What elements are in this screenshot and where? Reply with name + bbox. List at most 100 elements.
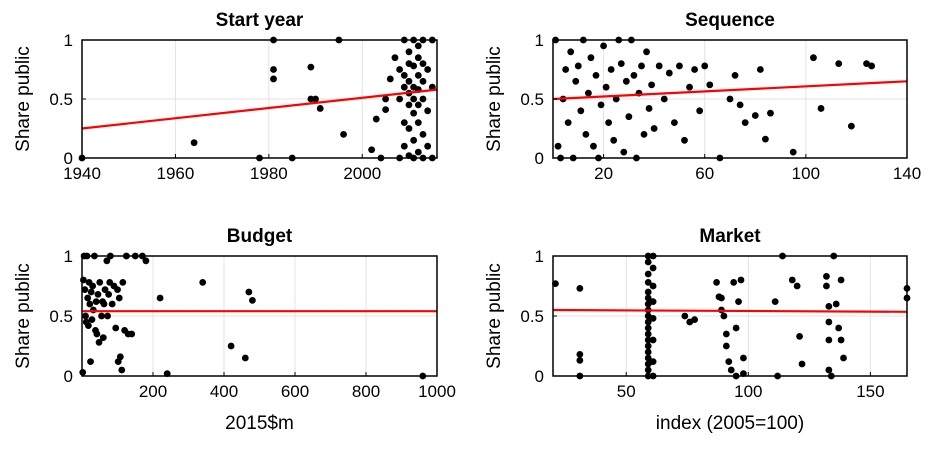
x-tick-label: 800 — [352, 382, 380, 401]
x-tick-label: 200 — [139, 382, 167, 401]
y-axis-label: Share public — [484, 263, 505, 369]
data-point — [118, 366, 126, 374]
data-point — [114, 286, 121, 293]
data-point — [92, 298, 100, 305]
scatter-series — [79, 252, 427, 380]
data-point — [644, 279, 652, 286]
data-point — [610, 136, 618, 144]
trend-line — [552, 80, 908, 101]
data-point — [400, 119, 408, 126]
data-point — [644, 258, 652, 266]
scatter-series — [78, 36, 436, 162]
data-point — [270, 66, 277, 73]
data-point — [89, 282, 97, 290]
data-point — [645, 105, 653, 112]
data-point — [789, 148, 797, 156]
y-tick-label: 0.5 — [520, 307, 544, 326]
chart-title: Budget — [227, 226, 293, 247]
scatter-series — [552, 252, 911, 380]
x-tick-label: 150 — [856, 382, 884, 401]
data-point — [762, 135, 769, 143]
data-point — [644, 342, 652, 350]
data-point — [730, 279, 738, 286]
data-point — [410, 62, 418, 70]
data-point — [567, 48, 575, 56]
data-point — [391, 54, 399, 62]
data-point — [400, 142, 408, 150]
x-tick-label: 1960 — [157, 164, 195, 183]
data-point — [732, 324, 740, 332]
data-point — [825, 303, 833, 310]
data-point — [649, 282, 657, 290]
data-point — [771, 298, 779, 305]
data-point — [316, 105, 324, 112]
data-point — [574, 62, 582, 70]
data-point — [99, 334, 107, 341]
data-point — [649, 264, 657, 272]
data-point — [670, 119, 678, 126]
data-point — [87, 358, 94, 365]
data-point — [796, 333, 803, 340]
data-point — [825, 336, 833, 344]
data-point — [199, 279, 207, 286]
data-point — [810, 54, 817, 62]
data-point — [372, 115, 380, 123]
data-point — [89, 306, 97, 314]
x-axis-label: index (2005=100) — [656, 413, 804, 434]
data-point — [649, 298, 657, 305]
data-point — [227, 342, 235, 350]
data-point — [793, 282, 801, 290]
data-point — [307, 95, 315, 103]
data-point — [405, 125, 413, 132]
chart-panel-0: 1940 1960 1980 2000 0 0.5 1 Start year Share pub… — [13, 10, 438, 183]
data-point — [424, 66, 432, 73]
x-tick-label: 100 — [734, 382, 762, 401]
data-point — [410, 109, 418, 117]
data-point — [643, 48, 650, 56]
data-point — [405, 77, 413, 85]
data-point — [400, 72, 408, 79]
data-point — [419, 77, 427, 85]
data-point — [414, 101, 422, 109]
data-point — [655, 62, 663, 70]
data-point — [648, 81, 656, 89]
data-point — [823, 282, 830, 290]
data-point — [577, 107, 585, 115]
data-point — [644, 330, 652, 338]
data-point — [825, 318, 833, 326]
y-axis-label: Share public — [13, 46, 34, 152]
data-point — [756, 66, 764, 73]
data-point — [582, 131, 590, 138]
data-point — [696, 107, 704, 115]
y-tick-label: 1 — [535, 31, 544, 50]
chart-title: Start year — [216, 10, 304, 31]
data-point — [832, 300, 840, 308]
data-point — [681, 312, 689, 320]
data-point — [572, 77, 580, 85]
data-point — [105, 291, 113, 298]
data-point — [644, 354, 652, 362]
data-point — [249, 297, 256, 304]
data-point — [741, 119, 749, 126]
data-point — [617, 60, 625, 67]
data-point — [644, 324, 652, 332]
scatter-series — [552, 36, 875, 162]
data-point — [103, 257, 111, 265]
data-point — [649, 315, 657, 322]
y-axis-label: Share public — [13, 263, 34, 369]
y-tick-label: 0.5 — [49, 90, 73, 109]
data-point — [736, 101, 744, 109]
data-point — [405, 101, 413, 109]
data-point — [731, 72, 739, 79]
data-point — [576, 351, 584, 358]
chart-title: Sequence — [685, 10, 775, 31]
data-point — [424, 107, 432, 115]
data-point — [625, 113, 633, 121]
y-tick-label: 0 — [64, 149, 73, 168]
data-point — [837, 336, 845, 344]
data-point — [414, 119, 422, 126]
data-point — [414, 72, 422, 79]
data-point — [767, 109, 774, 117]
data-point — [713, 279, 720, 286]
data-point — [368, 146, 376, 154]
